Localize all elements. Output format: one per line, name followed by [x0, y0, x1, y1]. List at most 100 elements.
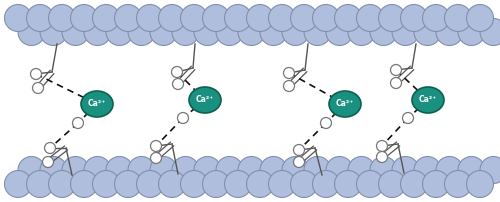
Circle shape	[238, 19, 265, 45]
Circle shape	[216, 19, 243, 45]
Circle shape	[260, 19, 287, 45]
Circle shape	[400, 4, 427, 32]
Circle shape	[128, 157, 155, 183]
Circle shape	[294, 144, 304, 156]
Circle shape	[106, 157, 133, 183]
Circle shape	[224, 4, 252, 32]
Circle shape	[194, 19, 221, 45]
Circle shape	[334, 170, 361, 198]
Circle shape	[356, 4, 384, 32]
Circle shape	[70, 170, 98, 198]
Circle shape	[480, 157, 500, 183]
Circle shape	[18, 157, 45, 183]
Circle shape	[320, 118, 332, 128]
Circle shape	[172, 66, 182, 78]
Circle shape	[376, 152, 388, 162]
Circle shape	[414, 19, 441, 45]
Circle shape	[194, 157, 221, 183]
Circle shape	[172, 157, 199, 183]
Circle shape	[92, 4, 120, 32]
Circle shape	[40, 19, 67, 45]
Circle shape	[268, 4, 295, 32]
Circle shape	[92, 170, 120, 198]
Circle shape	[202, 170, 230, 198]
Circle shape	[172, 79, 184, 89]
Circle shape	[326, 19, 353, 45]
Circle shape	[158, 4, 186, 32]
Circle shape	[260, 157, 287, 183]
Circle shape	[42, 157, 54, 167]
Circle shape	[436, 19, 463, 45]
Circle shape	[392, 19, 419, 45]
Circle shape	[376, 141, 388, 152]
Circle shape	[392, 157, 419, 183]
Circle shape	[40, 157, 67, 183]
Circle shape	[44, 142, 56, 154]
Circle shape	[458, 19, 485, 45]
Circle shape	[238, 157, 265, 183]
Circle shape	[422, 4, 450, 32]
Circle shape	[246, 170, 274, 198]
Circle shape	[458, 157, 485, 183]
Circle shape	[284, 67, 294, 79]
Circle shape	[150, 141, 162, 152]
Circle shape	[4, 4, 32, 32]
Circle shape	[466, 4, 493, 32]
Circle shape	[18, 19, 45, 45]
Circle shape	[106, 19, 133, 45]
Circle shape	[70, 4, 98, 32]
Circle shape	[422, 170, 450, 198]
Circle shape	[312, 170, 340, 198]
Circle shape	[114, 170, 141, 198]
Circle shape	[202, 4, 230, 32]
Circle shape	[348, 157, 375, 183]
Circle shape	[400, 170, 427, 198]
Circle shape	[114, 4, 141, 32]
Circle shape	[268, 170, 295, 198]
Circle shape	[4, 170, 32, 198]
Circle shape	[466, 170, 493, 198]
Circle shape	[390, 78, 402, 88]
Circle shape	[48, 170, 76, 198]
Circle shape	[370, 19, 397, 45]
Circle shape	[444, 4, 471, 32]
Circle shape	[356, 170, 384, 198]
Circle shape	[26, 170, 54, 198]
Circle shape	[282, 157, 309, 183]
Circle shape	[290, 4, 318, 32]
Circle shape	[178, 113, 188, 123]
Circle shape	[62, 157, 89, 183]
Ellipse shape	[412, 87, 444, 113]
Text: Ca²⁺: Ca²⁺	[419, 96, 437, 104]
Ellipse shape	[81, 91, 113, 117]
Circle shape	[216, 157, 243, 183]
Circle shape	[180, 170, 208, 198]
Circle shape	[48, 4, 76, 32]
Circle shape	[312, 4, 340, 32]
Circle shape	[304, 157, 331, 183]
Circle shape	[284, 81, 294, 92]
Circle shape	[72, 118, 84, 128]
Text: Ca²⁺: Ca²⁺	[196, 96, 214, 104]
Circle shape	[84, 19, 111, 45]
Circle shape	[402, 113, 413, 123]
Circle shape	[282, 19, 309, 45]
Circle shape	[62, 19, 89, 45]
Circle shape	[246, 4, 274, 32]
Circle shape	[390, 64, 402, 76]
Ellipse shape	[189, 87, 221, 113]
Circle shape	[304, 19, 331, 45]
Circle shape	[326, 157, 353, 183]
Ellipse shape	[329, 91, 361, 117]
Circle shape	[480, 19, 500, 45]
Circle shape	[136, 4, 164, 32]
Circle shape	[158, 170, 186, 198]
Circle shape	[414, 157, 441, 183]
Circle shape	[84, 157, 111, 183]
Circle shape	[290, 170, 318, 198]
Circle shape	[224, 170, 252, 198]
Circle shape	[26, 4, 54, 32]
Circle shape	[334, 4, 361, 32]
Circle shape	[136, 170, 164, 198]
Circle shape	[150, 19, 177, 45]
